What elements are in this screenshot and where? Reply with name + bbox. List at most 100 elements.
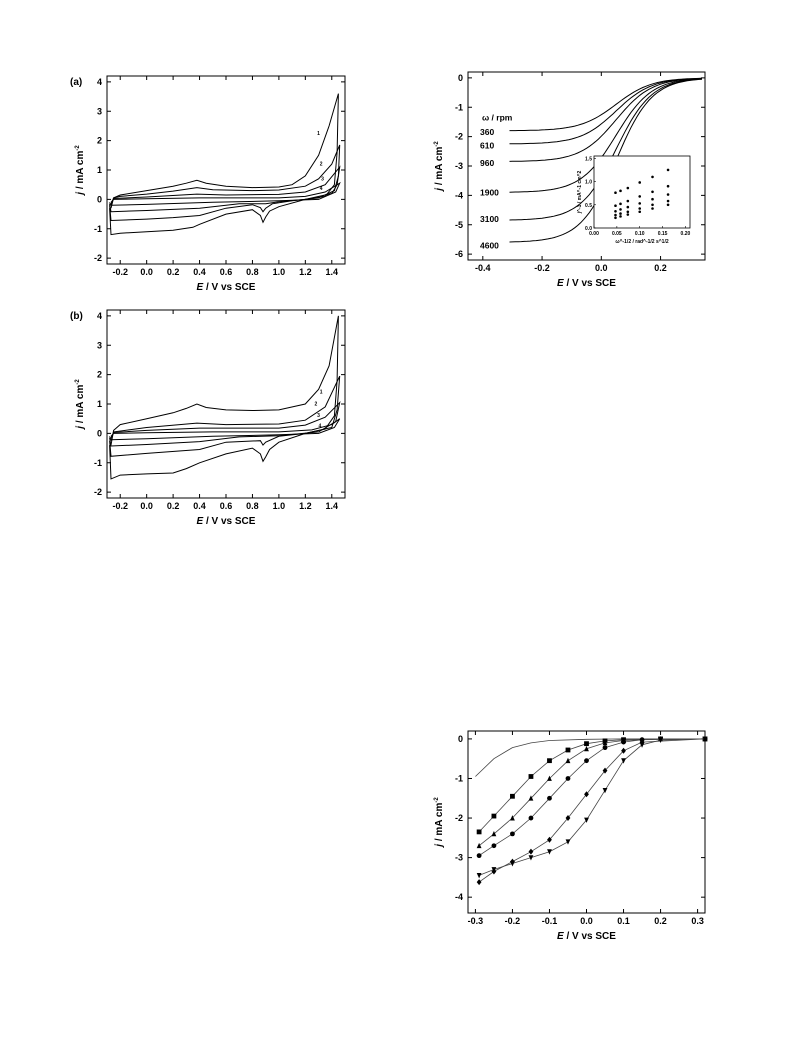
curve-number-label: 4 — [320, 186, 323, 192]
lsv-series-6 — [476, 736, 708, 879]
marker-triangle-down — [602, 787, 608, 794]
x-tick-label: 0.3 — [691, 916, 704, 926]
y-tick-label: 4 — [97, 77, 102, 87]
x-tick-label: 0.0 — [595, 263, 608, 273]
y-tick-label: 0 — [97, 428, 102, 438]
x-tick-label: 0.2 — [654, 263, 667, 273]
inset-point — [619, 202, 622, 206]
inset-y-tick-label: 0.5 — [585, 203, 592, 209]
panel-label: (a) — [70, 77, 82, 88]
chart-cv_b: -0.2 0.0 0.2 0.4 0.6 0.8 1.0 1.2 1.4-2-101234(b)… — [70, 309, 346, 527]
chart-cv_a: -0.2 0.0 0.2 0.4 0.6 0.8 1.0 1.2 1.4 -2 -1 0 1 2 3 4 (a)… — [70, 75, 346, 293]
inset-x-tick-label: 0.10 — [635, 231, 645, 237]
inset-point — [614, 191, 617, 194]
inset-point — [626, 213, 630, 216]
marker-square — [565, 747, 571, 753]
marker-triangle — [584, 745, 589, 752]
marker-triangle-down — [547, 849, 552, 855]
x-tick-label: -0.2 — [112, 501, 128, 511]
marker-circle — [584, 758, 589, 764]
x-tick-label: 0.2 — [654, 916, 667, 926]
x-tick-label: 1.0 — [273, 501, 286, 511]
marker-triangle-down — [702, 736, 708, 742]
x-tick-label: 0.0 — [140, 501, 153, 511]
inset-point — [666, 193, 670, 196]
marker-triangle-down — [491, 867, 497, 873]
marker-diamond — [621, 747, 626, 754]
y-tick-label: -6 — [455, 249, 463, 259]
cv-curve-3 — [109, 165, 341, 213]
marker-circle — [510, 831, 515, 837]
cv-curve-2 — [109, 375, 341, 457]
rotation-rate-label: 610 — [480, 140, 494, 150]
x-tick-label: -0.2 — [112, 267, 128, 277]
inset-point — [626, 210, 630, 214]
marker-triangle-down — [639, 742, 645, 748]
marker-square — [476, 829, 482, 835]
x-tick-label: -0.1 — [542, 916, 558, 926]
x-tick-label: 0.4 — [193, 501, 206, 511]
marker-triangle-down — [565, 839, 571, 845]
marker-triangle — [528, 795, 534, 801]
y-axis-label: j / mA cm-2 — [434, 141, 445, 193]
y-tick-label: 3 — [97, 340, 102, 350]
y-tick-label: -3 — [455, 853, 463, 863]
chart-rde: -0.4 -0.2 0.0 0.20-1-2-3-4-5-6E / V vs SCEj… — [434, 71, 706, 289]
y-tick-label: 3 — [97, 106, 102, 116]
y-tick-label: -1 — [94, 458, 102, 468]
y-tick-label: -1 — [455, 773, 463, 783]
inset-point — [651, 190, 654, 194]
marker-diamond — [547, 836, 552, 843]
inset-point — [626, 199, 630, 203]
rde-curve — [509, 78, 703, 162]
y-tick-label: -5 — [455, 220, 463, 230]
x-tick-label: 1.4 — [326, 267, 339, 277]
inset-point — [626, 186, 630, 190]
x-tick-label: 0.6 — [220, 267, 233, 277]
rde-curve — [509, 77, 703, 132]
rde-curve — [509, 77, 703, 145]
marker-square — [528, 774, 534, 779]
marker-square — [510, 793, 515, 799]
marker-triangle-down — [476, 873, 482, 879]
y-tick-label: 4 — [97, 311, 102, 321]
marker-triangle-down — [528, 855, 534, 861]
marker-circle — [476, 853, 482, 859]
marker-circle — [565, 776, 571, 781]
cv-curve-2 — [109, 144, 341, 222]
lsv-series-3 — [476, 736, 708, 849]
x-tick-label: 1.0 — [273, 267, 286, 277]
y-tick-label: -3 — [455, 161, 463, 171]
rotation-rate-label: 360 — [480, 127, 494, 137]
inset-point — [619, 208, 622, 211]
lsv-line — [478, 738, 705, 847]
rotation-rate-label: 960 — [480, 158, 494, 168]
inset-x-tick-label: 0.00 — [589, 231, 599, 237]
cv-curve-1 — [109, 93, 339, 236]
x-tick-label: 0.6 — [220, 501, 233, 511]
inset-y-tick-label: 1.5 — [585, 156, 592, 162]
y-tick-label: -2 — [94, 253, 102, 263]
inset-point — [666, 168, 670, 172]
cv-curve-3 — [109, 400, 341, 447]
curve-number-label: 4 — [318, 424, 321, 430]
rotation-rate-label: 3100 — [480, 214, 499, 224]
marker-diamond — [584, 791, 589, 798]
marker-circle — [547, 795, 552, 801]
marker-diamond — [565, 815, 571, 822]
inset-x-tick-label: 0.20 — [681, 231, 691, 237]
x-tick-label: 0.0 — [140, 267, 153, 277]
curve-number-label: 1 — [317, 131, 320, 137]
x-axis-label: E / V vs SCE — [557, 931, 616, 942]
marker-diamond — [476, 879, 482, 886]
y-axis-label: j / mA cm-2 — [75, 145, 86, 197]
cv-curve-4 — [109, 181, 341, 206]
marker-diamond — [528, 848, 534, 855]
inset-point — [666, 203, 670, 207]
inset-point — [638, 207, 642, 210]
y-axis-label: j / mA cm-2 — [75, 379, 86, 431]
x-tick-label: 0.8 — [246, 501, 259, 511]
inset-point — [619, 189, 622, 193]
inset-point — [638, 181, 642, 184]
